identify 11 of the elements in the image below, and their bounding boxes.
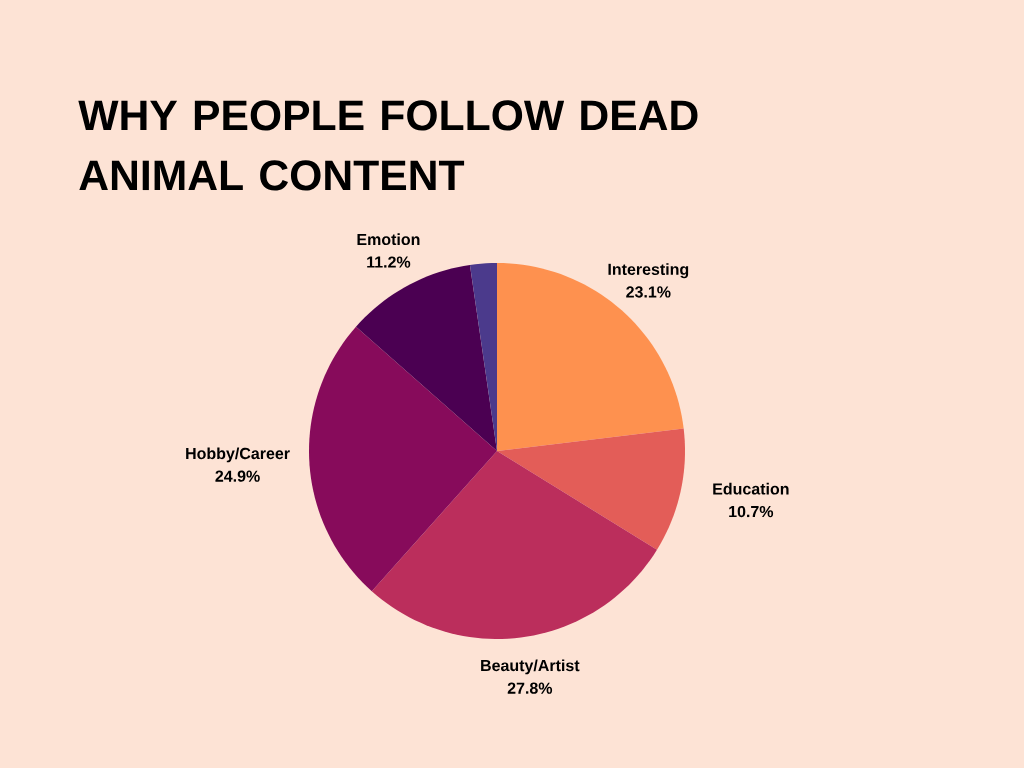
slice-label: Emotion [357, 233, 420, 246]
data-label: 11.2% [367, 256, 411, 268]
slice-label: Hobby/Career [186, 447, 290, 463]
slice-label: Beauty/Artist [481, 659, 580, 675]
data-label: 23.1% [626, 286, 671, 298]
chart-title: WHY PEOPLE FOLLOW DEAD ANIMAL CONTENT [78, 100, 698, 191]
data-label: 10.7% [729, 505, 774, 518]
data-label: 24.9% [215, 470, 260, 482]
slice-label: Interesting [608, 263, 689, 279]
slice-label: Education [713, 482, 789, 495]
data-label: 27.8% [507, 682, 553, 694]
